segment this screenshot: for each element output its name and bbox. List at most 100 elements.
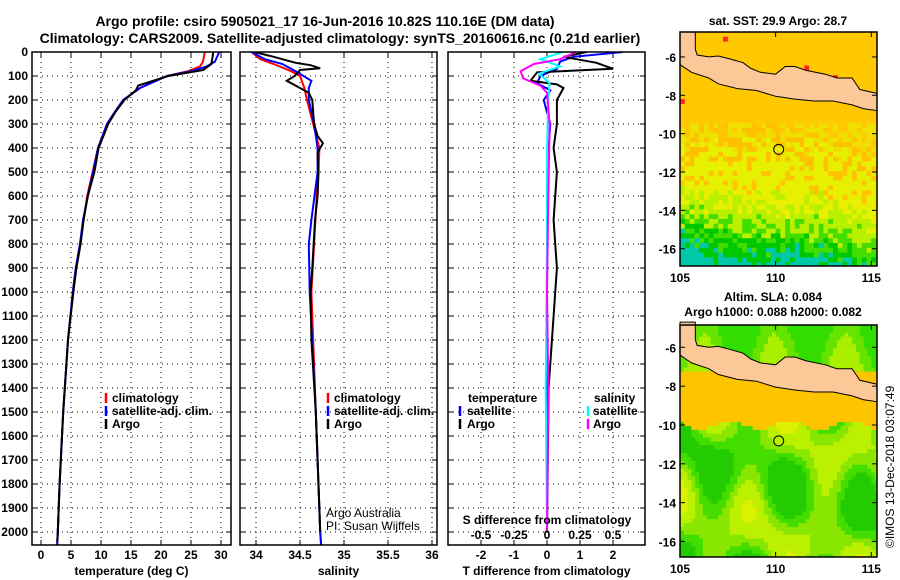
map-cell [866,195,872,201]
map-cell [732,46,738,52]
map-cell [783,328,788,334]
map-cell [756,332,761,338]
map-cell [713,233,719,239]
map-cell [702,414,708,419]
map-cell [785,219,791,225]
map-cell [775,460,780,466]
map-cell [746,161,753,167]
map-cell [737,108,743,115]
map-cell [775,437,780,442]
map-cell [806,445,811,450]
map-cell [710,507,715,512]
map-cell [799,242,805,249]
map-cell [761,228,767,234]
map-cell [847,204,853,210]
legend-label: satellite-adj. clim. [112,404,212,418]
map-cell [871,123,877,129]
map-cell [680,79,686,86]
series-line-climatology [56,52,206,545]
map-cell [751,123,758,129]
legend-heading-temperature: temperature [468,391,538,405]
map-cell [718,437,723,442]
map-cell [783,340,788,345]
map-cell [746,242,753,249]
map-cell [748,406,754,411]
map-cell [718,123,724,129]
map-cell [699,484,704,489]
map-cell [766,113,772,119]
x-tick-label: 36 [425,548,439,562]
map-cell [770,233,777,239]
map-cell [718,418,723,423]
map-cell [871,175,877,182]
map-cell [823,51,829,57]
map-cell [785,185,791,191]
map-cell [737,113,743,119]
map-cell [794,523,800,528]
map-cell [702,332,708,338]
map-cell [785,223,791,230]
map-cell [706,371,712,376]
map-cell [787,499,792,505]
map-cell [813,161,820,167]
map-cell [752,480,758,485]
map-cell [833,214,839,220]
map-cell [852,51,858,57]
map-cell [718,127,724,134]
map-cell [794,468,800,474]
y-tick-label: -8 [665,89,676,103]
map-cell [794,348,800,353]
map-cell [718,526,723,532]
map-cell [718,519,723,524]
map-cell [847,156,853,162]
map-cell [833,453,838,458]
map-cell [775,464,780,470]
map-cell [821,530,826,536]
map-cell [699,156,705,162]
map-cell [733,523,738,528]
map-cell [783,425,788,431]
map-cell [813,108,820,115]
map-cell [766,190,772,196]
map-cell [680,425,685,431]
map-cell [680,523,685,528]
map-cell [699,262,705,267]
map-cell [741,379,746,384]
map-cell [702,499,708,505]
map-cell [825,495,830,501]
map-cell [746,180,753,186]
map-cell [787,507,792,512]
map-cell [856,209,863,215]
map-cell [798,340,803,345]
map-cell [799,175,805,182]
map-cell [833,464,838,470]
map-cell [829,425,834,431]
map-cell [745,554,750,558]
map-cell [699,340,704,345]
map-cell [818,156,824,162]
map-cell [689,99,695,105]
map-cell [785,257,791,263]
map-cell [703,156,710,162]
map-cell [766,142,772,148]
map-cell [756,36,762,43]
map-cell [742,127,748,134]
map-cell [821,433,826,439]
map-cell [833,151,839,158]
map-cell [680,190,686,196]
map-cell [833,195,839,201]
map-cell [775,441,780,446]
map-cell [871,60,877,67]
map-cell [810,352,815,357]
map-cell [706,379,712,384]
map-cell [847,70,853,76]
map-cell [714,542,719,547]
map-cell [871,161,877,167]
map-cell [785,36,791,43]
map-cell [861,118,867,124]
map-cell [767,546,773,551]
map-cell [821,480,826,485]
map-cell [706,507,712,512]
map-cell [813,394,819,400]
map-cell [761,32,767,38]
